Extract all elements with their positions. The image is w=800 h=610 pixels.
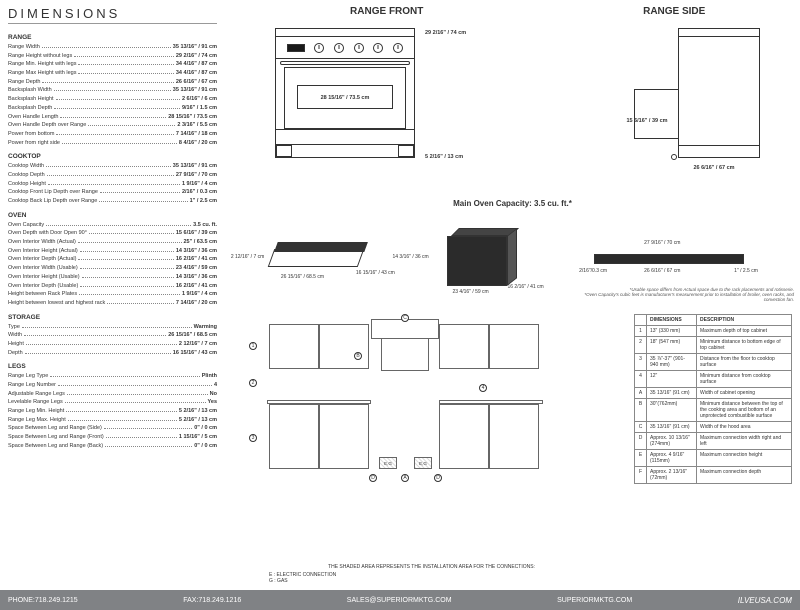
spec-row: Range Depth26 6/16" / 67 cm	[8, 78, 217, 87]
spec-row: Cooktop Height1 9/16" / 4 cm	[8, 180, 217, 189]
footer: PHONE:718.249.1215 FAX:718.249.1216 SALE…	[0, 590, 800, 610]
spec-row: Oven Interior Width (Usable)23 4/16" / 5…	[8, 264, 217, 273]
spec-column: DIMENSIONS RANGE Range Width35 13/16" / 9…	[0, 0, 225, 590]
footer-email: SALES@SUPERIORMKTG.COM	[347, 597, 452, 604]
spec-row: TypeWarming	[8, 323, 217, 332]
conn-e: E,G	[379, 457, 397, 469]
spec-row: Oven Interior Depth (Actual)16 2/16" / 4…	[8, 255, 217, 264]
spec-row: Oven Handle Length28 15/16" / 73.5 cm	[8, 113, 217, 122]
range-front-diagram: RANGE FRONT 28 15/16" / 73.5 cm	[225, 0, 548, 195]
table-row: 335 ⅞"-37" (901-940 mm)Distance from the…	[635, 354, 792, 371]
table-row: FApprox. 2 13/16" (72mm)Maximum connecti…	[635, 467, 792, 484]
table-row: 412"Minimum distance from cooktop surfac…	[635, 371, 792, 388]
spec-row: Oven Handle Depth over Range2 3/16" / 5.…	[8, 121, 217, 130]
table-row: A35 13/16" (91 cm)Width of cabinet openi…	[635, 388, 792, 399]
footer-phone: PHONE:718.249.1215	[8, 597, 78, 604]
legs-header: LEGS	[8, 363, 217, 370]
spec-row: Adjustable Range LegsNo	[8, 390, 217, 399]
footer-site: SUPERIORMKTG.COM	[557, 597, 632, 604]
spec-row: Oven Capacity3.5 cu. ft.	[8, 221, 217, 230]
spec-row: Space Between Leg and Range (Front)1 15/…	[8, 433, 217, 442]
spec-row: Space Between Leg and Range (Side)0" / 0…	[8, 424, 217, 433]
spec-row: Range Leg Max. Height5 2/16" / 13 cm	[8, 416, 217, 425]
spec-row: Power from bottom7 14/16" / 18 cm	[8, 130, 217, 139]
spec-row: Backsplash Height2 6/16" / 6 cm	[8, 95, 217, 104]
spec-row: Height2 12/16" / 7 cm	[8, 340, 217, 349]
install-diagram: E,G E,G 1 2 3 4 A B C D D THE SHADED ARE…	[229, 314, 634, 586]
spec-row: Height between Rack Plates1 9/16" / 4 cm	[8, 290, 217, 299]
cooktop-header: COOKTOP	[8, 153, 217, 160]
spec-row: Oven Interior Depth (Usable)16 2/16" / 4…	[8, 282, 217, 291]
spec-row: Height between lowest and highest rack7 …	[8, 299, 217, 308]
footer-brand: ILVEUSA.COM	[738, 596, 792, 605]
drawer-iso: 2 12/16" / 7 cm 26 15/16" / 68.5 cm 16 1…	[261, 234, 381, 284]
table-row: DApprox. 10 13/16" (274mm)Maximum connec…	[635, 433, 792, 450]
spec-row: Backsplash Width35 13/16" / 91 cm	[8, 86, 217, 95]
install-dimensions-table: DIMENSIONSDESCRIPTION113" (330 mm)Maximu…	[634, 314, 792, 586]
spec-row: Oven Interior Height (Actual)14 3/16" / …	[8, 247, 217, 256]
spec-row: Cooktop Back Lip Depth over Range1" / 2.…	[8, 197, 217, 206]
page-title: DIMENSIONS	[8, 6, 217, 24]
spec-row: Range Height without legs29 2/16" / 74 c…	[8, 52, 217, 61]
spec-row: Range Max Height with legs34 4/16" / 87 …	[8, 69, 217, 78]
spec-row: Range Min. Height with legs34 4/16" / 87…	[8, 60, 217, 69]
spec-row: Space Between Leg and Range (Back)0" / 0…	[8, 442, 217, 451]
oven-header: OVEN	[8, 212, 217, 219]
table-row: 113" (330 mm)Maximum depth of top cabine…	[635, 326, 792, 337]
spec-row: Power from right side8 4/16" / 20 cm	[8, 139, 217, 148]
table-row: B30"(762mm)Minimum distance between the …	[635, 399, 792, 422]
spec-row: Oven Interior Width (Actual)25" / 63.5 c…	[8, 238, 217, 247]
storage-header: STORAGE	[8, 314, 217, 321]
spec-row: Range Leg TypePlinth	[8, 372, 217, 381]
cavity-iso: 14 3/16" / 36 cm 23 4/16" / 59 cm 16 2/1…	[432, 224, 532, 294]
spec-row: Cooktop Width35 13/16" / 91 cm	[8, 162, 217, 171]
spec-row: Range Width35 13/16" / 91 cm	[8, 43, 217, 52]
table-row: C35 13/16" (91 cm)Width of the hood area	[635, 422, 792, 433]
spec-row: Levelable Range LegsYes	[8, 398, 217, 407]
table-row: 218" (547 mm)Minimum distance to bottom …	[635, 337, 792, 354]
range-side-diagram: RANGE SIDE 15 6/16" / 39 cm 26 6/16" / 6…	[548, 0, 800, 195]
rack-top-view: 27 9/16" / 70 cm 26 6/16" / 67 cm 2/16"/…	[584, 224, 764, 294]
spec-row: Range Leg Min. Height5 2/16" / 13 cm	[8, 407, 217, 416]
spec-row: Cooktop Depth27 9/16" / 70 cm	[8, 171, 217, 180]
spec-row: Oven Interior Height (Usable)14 3/16" / …	[8, 273, 217, 282]
spec-row: Range Leg Number4	[8, 381, 217, 390]
range-header: RANGE	[8, 34, 217, 41]
table-row: EApprox. 4 9/16" (115mm)Maximum connecti…	[635, 450, 792, 467]
spec-row: Width26 15/16" / 68.5 cm	[8, 331, 217, 340]
spec-row: Depth16 15/16" / 43 cm	[8, 349, 217, 358]
spec-row: Oven Depth with Door Open 90°15 6/16" / …	[8, 229, 217, 238]
conn-g: E,G	[414, 457, 432, 469]
footer-fax: FAX:718.249.1216	[183, 597, 241, 604]
diagram-column: RANGE FRONT 28 15/16" / 73.5 cm	[225, 0, 800, 590]
spec-row: Cooktop Front Lip Depth over Range2/16" …	[8, 188, 217, 197]
spec-row: Backsplash Depth9/16" / 1.5 cm	[8, 104, 217, 113]
capacity-diagrams: Main Oven Capacity: 3.5 cu. ft.* 2 12/16…	[225, 195, 800, 310]
